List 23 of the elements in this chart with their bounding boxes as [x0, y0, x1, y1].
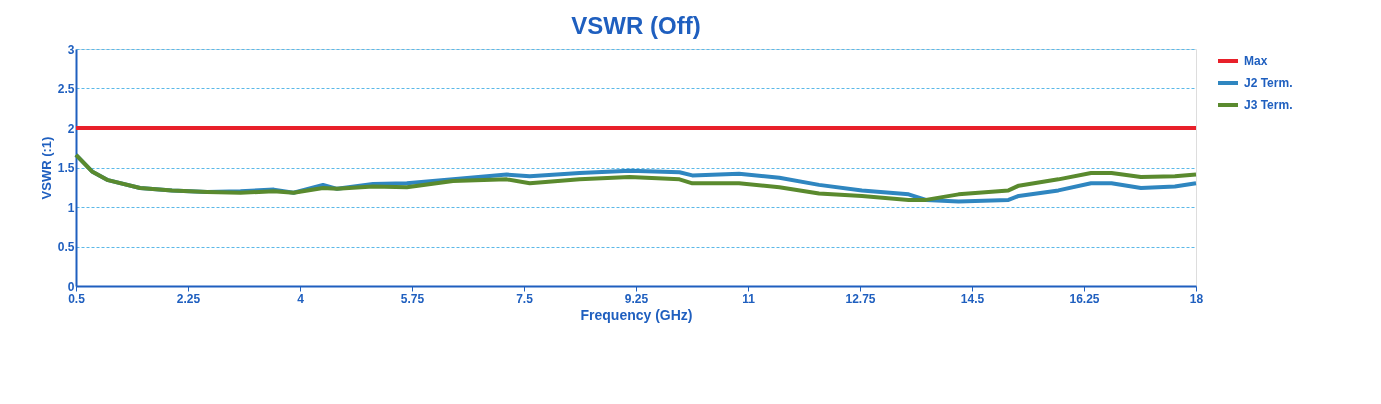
y-tick-label: 2	[67, 121, 75, 136]
chart-title: VSWR (Off)	[571, 12, 701, 39]
y-tick-label: 0	[67, 279, 75, 294]
x-tick-label: 5.75	[400, 291, 425, 306]
x-tick-label: 11	[742, 291, 756, 306]
x-axis-title: Frequency (GHz)	[580, 306, 693, 323]
x-tick-label: 2.25	[176, 291, 201, 306]
x-tick-label: 9.25	[624, 291, 649, 306]
y-axis-title: VSWR (:1)	[38, 136, 54, 200]
y-tick-label: 1.5	[57, 161, 75, 175]
x-tick-label: 4	[297, 291, 305, 306]
legend-label: J3 Term.	[1244, 98, 1293, 112]
y-tick-label: 2.5	[57, 82, 75, 96]
y-tick-label: 0.5	[57, 240, 75, 254]
legend-label: Max	[1244, 54, 1268, 68]
x-tick-label: 18	[1189, 291, 1204, 306]
x-tick-label: 16.25	[1069, 291, 1100, 306]
x-tick-label: 12.75	[845, 291, 876, 306]
legend-label: J2 Term.	[1244, 76, 1293, 90]
x-tick-label: 14.5	[960, 291, 985, 306]
y-tick-label: 1	[67, 200, 75, 215]
y-tick-label: 3	[67, 42, 75, 57]
x-tick-label: 7.5	[516, 291, 534, 306]
